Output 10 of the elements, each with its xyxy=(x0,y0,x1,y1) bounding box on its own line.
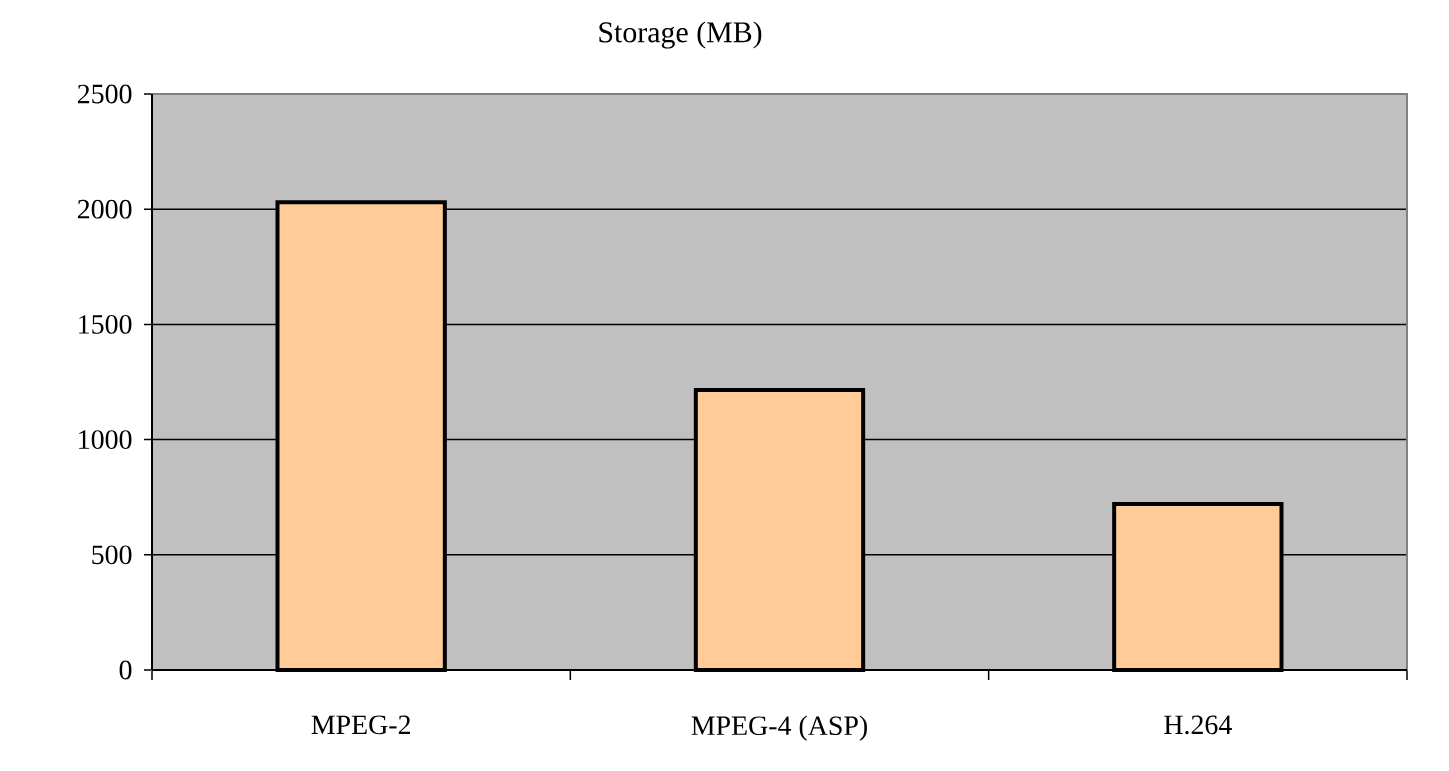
y-tick-label: 1500 xyxy=(79,314,132,334)
y-tick-label: 500 xyxy=(92,545,132,565)
x-tick-label: MPEG-2 xyxy=(311,715,410,735)
y-tick-label: 2500 xyxy=(77,84,132,104)
y-tick-label: 1000 xyxy=(79,430,132,449)
y-tick-label: 2000 xyxy=(77,199,132,219)
chart-title: Storage (MB) xyxy=(599,21,762,49)
x-tick-label: H.264 xyxy=(1164,715,1232,735)
y-tick-label: 0 xyxy=(119,660,132,680)
x-tick-label: MPEG-4 (ASP) xyxy=(691,715,867,741)
